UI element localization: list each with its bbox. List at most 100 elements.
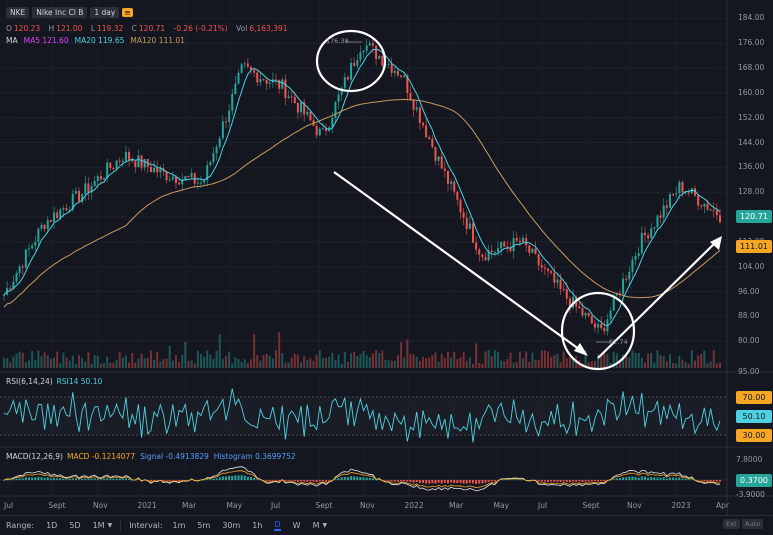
interval-1m-button[interactable]: 1m	[172, 521, 186, 530]
chart-canvas[interactable]	[0, 0, 773, 515]
volume-bar	[512, 362, 515, 368]
candle-body	[553, 272, 556, 283]
interval-m-button[interactable]: M	[312, 521, 320, 530]
volume-bar	[622, 354, 625, 368]
candle-body	[647, 235, 650, 239]
volume-bar	[24, 362, 27, 368]
grid-lines	[0, 17, 727, 342]
candle-body	[184, 175, 187, 180]
volume-bar	[246, 363, 249, 368]
candle-body	[221, 121, 224, 139]
macd-hist-bar	[12, 479, 15, 480]
interval-1h-button[interactable]: 1h	[252, 521, 263, 530]
volume-bar	[418, 360, 421, 368]
volume-bar	[218, 334, 221, 368]
ext-hours-toggle[interactable]: Ext	[723, 519, 740, 529]
candle-body	[428, 137, 431, 139]
macd-hist-bar	[3, 480, 5, 481]
volume-bar	[653, 362, 656, 368]
volume-bar	[368, 357, 371, 368]
candle-body	[287, 96, 290, 99]
volume-bar	[268, 355, 271, 368]
candle-body	[443, 168, 446, 171]
interval-30m-button[interactable]: 30m	[222, 521, 241, 530]
interval-w-button[interactable]: W	[292, 521, 301, 530]
macd-hist-bar	[518, 479, 521, 481]
macd-hist-bar	[415, 480, 418, 482]
macd-hist-bar	[687, 479, 690, 480]
volume-bar	[303, 356, 306, 368]
price-tick-label: 104.00	[738, 261, 765, 271]
candle-body	[96, 176, 99, 182]
volume-bar	[631, 350, 634, 368]
macd-hist-bar	[93, 478, 96, 480]
volume-bar	[212, 358, 215, 368]
close-label: C	[131, 24, 137, 33]
volume-bar	[18, 351, 21, 368]
time-tick-label: 2022	[404, 501, 424, 510]
candle-body	[547, 268, 550, 272]
volume-bar	[662, 356, 665, 368]
macd-hist-bar	[468, 480, 471, 484]
candle-body	[693, 188, 696, 196]
candle-body	[446, 170, 449, 184]
range-1d-button[interactable]: 1D	[46, 521, 58, 530]
candle-body	[719, 215, 721, 223]
volume-bar	[337, 354, 340, 368]
candle-body	[587, 313, 590, 316]
volume-bar	[697, 355, 700, 368]
volume-bar	[118, 351, 121, 368]
volume-bar	[259, 360, 262, 368]
candle-body	[559, 279, 562, 289]
volume-bar	[478, 363, 481, 368]
candle-body	[665, 205, 668, 208]
candle-body	[493, 251, 496, 253]
candle-body	[412, 99, 415, 110]
interval-dropdown-icon[interactable]: ▼	[322, 522, 328, 529]
candle-body	[453, 181, 456, 192]
volume-bar	[171, 360, 174, 368]
symbol-ticker[interactable]: NKE	[6, 7, 30, 18]
volume-bar	[490, 356, 493, 368]
volume-bar	[568, 356, 571, 368]
macd-hist-bar	[412, 480, 415, 483]
candle-body	[381, 56, 384, 66]
time-tick-label: 2021	[137, 501, 157, 510]
downtrend-arrowhead	[574, 343, 588, 356]
macd-hist-bar	[218, 477, 221, 480]
range-dropdown-icon[interactable]: ▼	[107, 522, 113, 529]
volume-bar	[271, 358, 274, 368]
macd-hist-bar	[31, 477, 34, 480]
volume-bar	[53, 357, 56, 368]
macd-hist-bar	[49, 478, 52, 480]
macd-hist-bar	[234, 475, 237, 480]
volume-bar	[434, 352, 437, 368]
candle-body	[53, 212, 56, 222]
volume-bar	[518, 351, 521, 368]
macd-hist-bar	[622, 477, 625, 480]
volume-bar	[650, 352, 653, 368]
macd-hist-bar	[390, 480, 393, 482]
interval-badge[interactable]: 1 day	[90, 7, 120, 18]
candle-body	[281, 79, 284, 89]
range-1m-button[interactable]: 1M	[92, 521, 105, 530]
volume-bar	[165, 358, 168, 368]
candle-body	[121, 160, 124, 162]
macd-hist-bar	[656, 477, 659, 480]
candle-body	[28, 248, 31, 250]
volume-bar	[597, 354, 600, 368]
macd-hist-bar	[165, 480, 168, 481]
candle-body	[65, 208, 68, 211]
candle-body	[90, 185, 93, 193]
macd-hist-bar	[375, 479, 378, 481]
auto-scale-toggle[interactable]: Auto	[742, 519, 764, 529]
interval-d-button[interactable]: D	[274, 520, 281, 531]
candle-body	[465, 217, 468, 229]
candle-body	[165, 171, 168, 181]
volume-bar	[565, 358, 568, 368]
interval-5m-button[interactable]: 5m	[197, 521, 211, 530]
macd-hist-bar	[697, 480, 700, 481]
range-5d-button[interactable]: 5D	[69, 521, 81, 530]
settings-icon[interactable]: ≡	[122, 8, 133, 17]
volume-bar	[96, 355, 99, 368]
